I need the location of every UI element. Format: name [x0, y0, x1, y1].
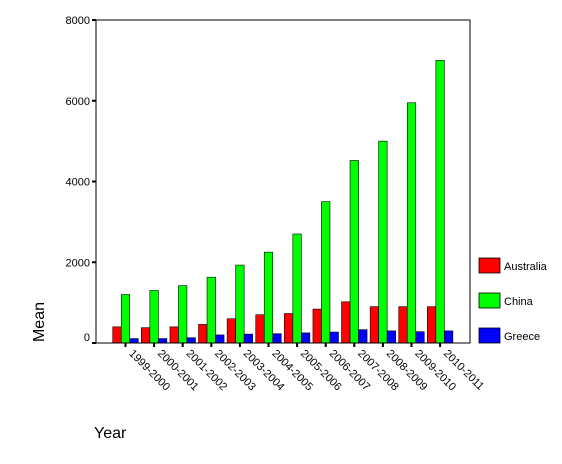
bar-australia-2009-2010 [398, 306, 408, 344]
legend-label-australia: Australia [504, 261, 548, 273]
legend: Australia China Greece [478, 257, 548, 344]
bar-china-2009-2010 [406, 102, 417, 344]
bar-greece-2009-2010 [415, 331, 425, 344]
bar-china-2004-2005 [263, 251, 274, 344]
bar-greece-2006-2007 [329, 331, 339, 344]
bar-greece-2004-2005 [272, 333, 282, 344]
legend-swatch-australia [478, 257, 501, 274]
bar-australia-2010-2011 [427, 306, 437, 344]
y-axis-title: Mean [31, 302, 48, 342]
bar-greece-2010-2011 [444, 330, 454, 344]
y-axis-ticks: 0 2000 4000 6000 8000 [66, 15, 96, 344]
bar-china-2007-2008 [349, 160, 359, 344]
bar-china-2005-2006 [292, 233, 302, 344]
bar-australia-2006-2007 [312, 308, 322, 344]
bar-australia-2005-2006 [284, 313, 294, 344]
bar-australia-2000-2001 [141, 327, 151, 344]
bar-china-2006-2007 [321, 201, 331, 344]
bar-australia-2008-2009 [369, 306, 379, 344]
bar-australia-2004-2005 [255, 314, 265, 344]
bar-greece-2000-2001 [158, 338, 168, 344]
bar-china-2001-2002 [178, 285, 188, 344]
legend-label-greece: Greece [504, 331, 540, 343]
y-tick-label: 4000 [66, 177, 90, 189]
y-tick-label: 8000 [66, 15, 90, 27]
bar-australia-1999-2000 [112, 326, 122, 344]
bar-australia-2007-2008 [341, 301, 351, 344]
bar-greece-2003-2004 [243, 333, 253, 344]
bar-china-2010-2011 [435, 60, 445, 344]
legend-label-china: China [504, 296, 534, 308]
legend-swatch-china [478, 292, 501, 309]
bar-china-2000-2001 [149, 290, 159, 344]
x-axis-title: Year [94, 425, 127, 442]
y-tick-label: 0 [84, 332, 90, 344]
bar-greece-2005-2006 [301, 332, 311, 344]
bar-china-2003-2004 [235, 264, 245, 344]
bars-group [112, 60, 454, 344]
bar-china-1999-2000 [120, 294, 131, 344]
legend-swatch-greece [478, 327, 501, 344]
bar-australia-2002-2003 [198, 324, 208, 344]
bar-china-2008-2009 [378, 140, 388, 344]
bar-greece-2002-2003 [215, 334, 225, 344]
bar-greece-2008-2009 [386, 330, 396, 344]
bar-china-2002-2003 [206, 276, 216, 344]
y-tick-label: 2000 [66, 257, 90, 269]
bar-australia-2001-2002 [169, 326, 179, 344]
y-tick-label: 6000 [66, 96, 90, 108]
bar-australia-2003-2004 [226, 318, 236, 344]
bar-greece-2007-2008 [358, 329, 368, 344]
bar-greece-2001-2002 [186, 337, 196, 344]
bar-greece-1999-2000 [129, 338, 139, 344]
